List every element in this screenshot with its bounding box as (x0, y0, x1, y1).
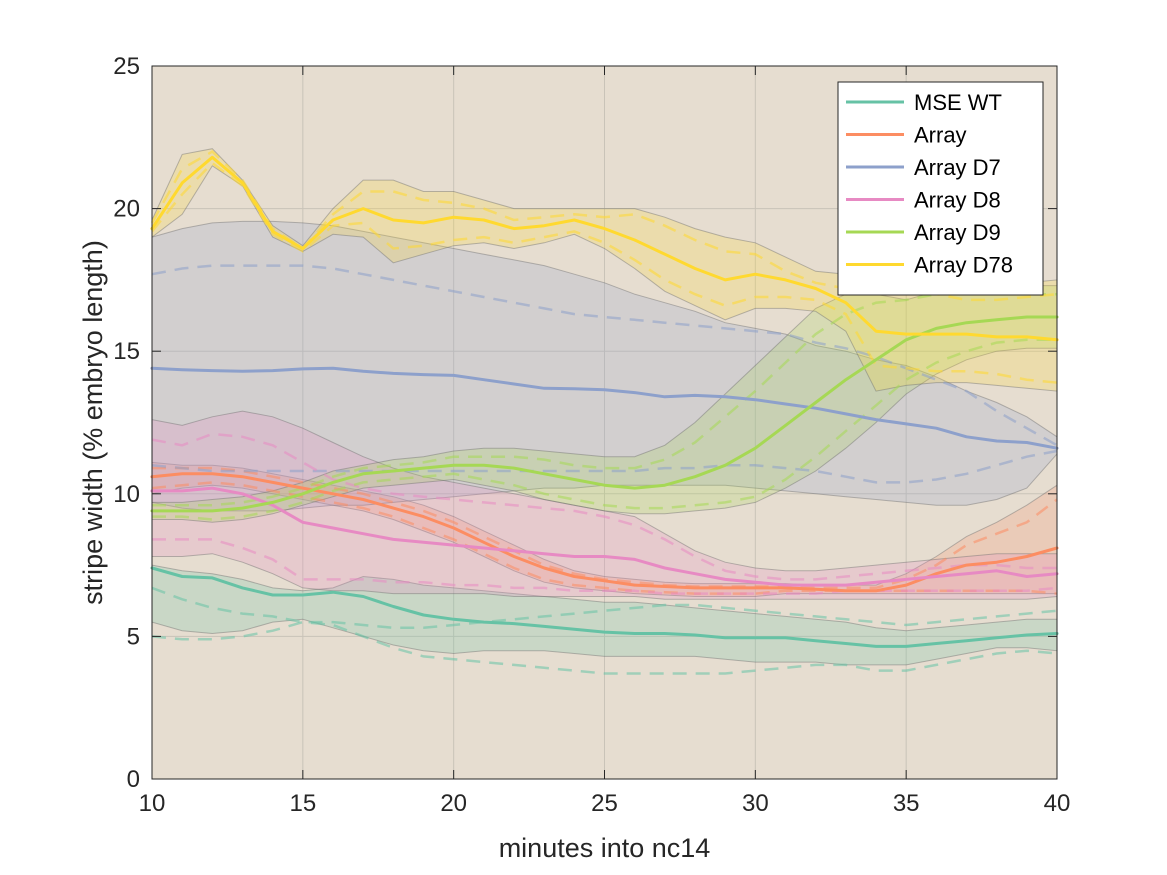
y-tick-label: 15 (113, 338, 140, 365)
dashed-line-array-d9 (152, 338, 1057, 521)
legend-label-array: Array (914, 123, 967, 148)
series-line-array-d78 (150, 155, 1059, 342)
x-tick-label: 40 (1044, 790, 1071, 817)
y-tick-label: 25 (113, 53, 140, 80)
x-tick-label: 30 (742, 790, 769, 817)
dashed-line-mse-wt (151, 620, 1058, 675)
y-axis-title: stripe width (% embryo length) (78, 240, 108, 605)
y-tick-label: 10 (113, 481, 140, 508)
series-line-array-d8 (150, 486, 1059, 587)
mean-lines (150, 155, 1059, 648)
dashed-line-mse-wt (151, 586, 1058, 630)
legend-label-mse-wt: MSE WT (914, 90, 1002, 115)
y-tick-label: 0 (127, 766, 140, 793)
series-line-mse-wt (150, 566, 1059, 648)
dashed-line-array-d8 (151, 432, 1057, 581)
legend-label-array-d7: Array D7 (914, 155, 1001, 180)
legend-label-array-d78: Array D78 (914, 253, 1013, 278)
series-line-array-d7 (150, 366, 1059, 450)
legend-box (837, 81, 1044, 296)
legend: MSE WT Array Array D7 Array D8 Array D9 Array… (837, 81, 1044, 296)
dashed-line-array-d78 (151, 161, 1058, 384)
x-axis-title: minutes into nc14 (499, 833, 711, 863)
x-tick-label: 15 (289, 790, 316, 817)
dashed-line-array-d8 (152, 538, 1058, 595)
legend-label-array-d9: Array D9 (914, 220, 1001, 245)
series-line-array-d9 (150, 315, 1059, 513)
y-tick-label: 5 (127, 623, 140, 650)
series-line-array (150, 472, 1059, 593)
x-tick-label: 25 (591, 790, 618, 817)
dashed-line-array-d7 (151, 449, 1058, 484)
x-tick-label: 35 (893, 790, 920, 817)
confidence-bands (151, 148, 1058, 666)
grid-lines (152, 66, 1057, 779)
x-tick-label: 20 (440, 790, 467, 817)
dashed-line-array-d9 (152, 290, 1057, 507)
axes: 10 15 20 25 30 35 40 0 5 10 15 20 25 (113, 53, 1070, 817)
x-tick-label: 10 (139, 790, 166, 817)
y-tick-label: 20 (113, 196, 140, 223)
legend-label-array-d8: Array D8 (914, 188, 1001, 213)
